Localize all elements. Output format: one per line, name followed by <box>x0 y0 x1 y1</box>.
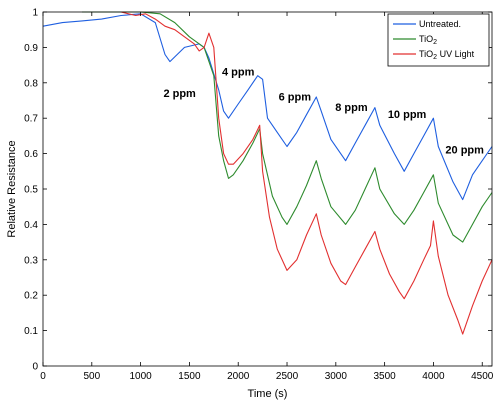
y-tick-label: 0.7 <box>24 114 38 125</box>
x-tick-label: 3000 <box>325 371 348 382</box>
legend-label-tio2-uv: TiO2 UV Light <box>419 49 475 61</box>
y-axis-title: Relative Resistance <box>6 140 18 237</box>
legend: Untreated. TiO2 TiO2 UV Light <box>387 13 490 67</box>
legend-label-tio2uv-base: TiO <box>419 49 433 59</box>
y-tick-label: 0 <box>32 362 38 373</box>
plot-area <box>43 12 492 366</box>
x-tick-label: 500 <box>83 371 100 382</box>
x-tick-label: 3500 <box>374 371 397 382</box>
y-tick-label: 0.1 <box>24 326 38 337</box>
legend-label-tio2-sub: 2 <box>433 39 437 46</box>
legend-label-tio2: TiO2 <box>419 34 437 46</box>
legend-label-tio2-base: TiO <box>419 34 433 44</box>
series-line-1 <box>82 11 493 243</box>
y-tick-label: 1 <box>32 8 38 19</box>
x-tick-label: 4500 <box>471 371 494 382</box>
series-line-2 <box>120 11 493 335</box>
x-tick-label: 4000 <box>422 371 445 382</box>
plot-background <box>43 12 492 366</box>
annotation-label: 8 ppm <box>335 102 368 114</box>
x-tick-label: 1000 <box>129 371 152 382</box>
y-tick-label: 0.5 <box>24 185 38 196</box>
axes-layer: 0 500 1000 1500 2000 2500 3000 3500 4000 4500 0 0.1… <box>24 8 494 383</box>
y-tick-label: 0.2 <box>24 291 38 302</box>
y-tick-label: 0.8 <box>24 78 38 89</box>
legend-box <box>387 13 490 67</box>
x-axis-title: Time (s) <box>248 388 288 400</box>
series-line-0 <box>42 13 493 201</box>
y-tick-label: 0.9 <box>24 43 38 54</box>
annotation-label: 6 ppm <box>279 92 312 104</box>
legend-label-tio2uv-suffix: UV Light <box>437 49 475 59</box>
y-tick-label: 0.4 <box>24 220 38 231</box>
annotation-label: 4 ppm <box>222 67 255 79</box>
annotation-label: 20 ppm <box>445 145 484 157</box>
series-layer <box>42 11 493 335</box>
x-tick-label: 0 <box>40 371 46 382</box>
annotation-layer: 2 ppm 4 ppm 6 ppm 8 ppm 10 ppm 20 ppm <box>163 67 484 157</box>
annotation-label: 2 ppm <box>163 88 196 100</box>
x-tick-label: 2500 <box>276 371 299 382</box>
x-tick-label: 1500 <box>178 371 201 382</box>
y-tick-label: 0.6 <box>24 149 38 160</box>
legend-label-untreated: Untreated. <box>419 19 461 29</box>
y-tick-label: 0.3 <box>24 255 38 266</box>
x-tick-label: 2000 <box>227 371 250 382</box>
legend-label-tio2uv-sub: 2 <box>433 54 437 61</box>
annotation-label: 10 ppm <box>388 109 427 121</box>
